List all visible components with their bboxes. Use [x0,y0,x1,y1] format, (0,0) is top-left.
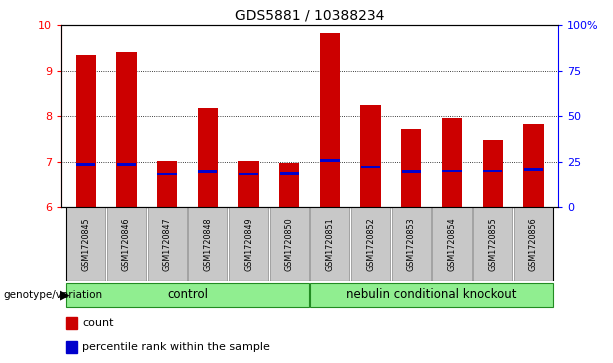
Bar [524,168,543,171]
Bar [239,173,258,175]
FancyBboxPatch shape [433,207,471,281]
Bar [66,341,77,353]
FancyBboxPatch shape [66,207,105,281]
Text: GSM1720846: GSM1720846 [122,217,131,271]
Bar [443,170,462,172]
Text: GSM1720853: GSM1720853 [407,217,416,271]
Bar [361,166,380,168]
Bar [66,317,77,329]
FancyBboxPatch shape [310,207,349,281]
FancyBboxPatch shape [188,207,227,281]
Bar [360,105,381,207]
Bar [482,140,503,207]
Text: control: control [167,289,208,301]
Text: percentile rank within the sample: percentile rank within the sample [82,342,270,352]
FancyBboxPatch shape [514,207,553,281]
Bar [320,33,340,207]
Bar [402,170,421,173]
Title: GDS5881 / 10388234: GDS5881 / 10388234 [235,9,384,23]
Bar [238,160,259,207]
FancyBboxPatch shape [310,283,553,307]
Bar [524,124,544,207]
FancyBboxPatch shape [66,283,309,307]
Text: GSM1720847: GSM1720847 [162,217,172,271]
Text: GSM1720850: GSM1720850 [284,217,294,271]
Bar [401,129,422,207]
FancyBboxPatch shape [392,207,431,281]
Bar [442,118,462,207]
Bar [197,108,218,207]
Text: genotype/variation: genotype/variation [3,290,102,300]
Text: nebulin conditional knockout: nebulin conditional knockout [346,289,517,301]
FancyBboxPatch shape [351,207,390,281]
Text: GSM1720845: GSM1720845 [81,217,90,271]
Text: GSM1720856: GSM1720856 [529,217,538,271]
Bar [198,170,218,173]
FancyBboxPatch shape [229,207,268,281]
Text: GSM1720852: GSM1720852 [366,217,375,271]
Text: GSM1720855: GSM1720855 [488,217,497,271]
Bar [75,55,96,207]
Bar [158,172,177,175]
Text: GSM1720849: GSM1720849 [244,217,253,271]
Bar [483,170,503,172]
FancyBboxPatch shape [148,207,186,281]
Bar [320,159,340,162]
FancyBboxPatch shape [107,207,146,281]
Bar [116,52,137,207]
Text: GSM1720851: GSM1720851 [326,217,335,271]
Bar [116,163,136,166]
Bar [280,172,299,175]
Text: GSM1720848: GSM1720848 [204,217,212,271]
FancyBboxPatch shape [270,207,309,281]
Bar [157,160,177,207]
Bar [279,163,299,207]
Text: GSM1720854: GSM1720854 [447,217,457,271]
Text: ▶: ▶ [60,289,70,301]
Bar [76,163,96,166]
Text: count: count [82,318,113,328]
FancyBboxPatch shape [473,207,512,281]
